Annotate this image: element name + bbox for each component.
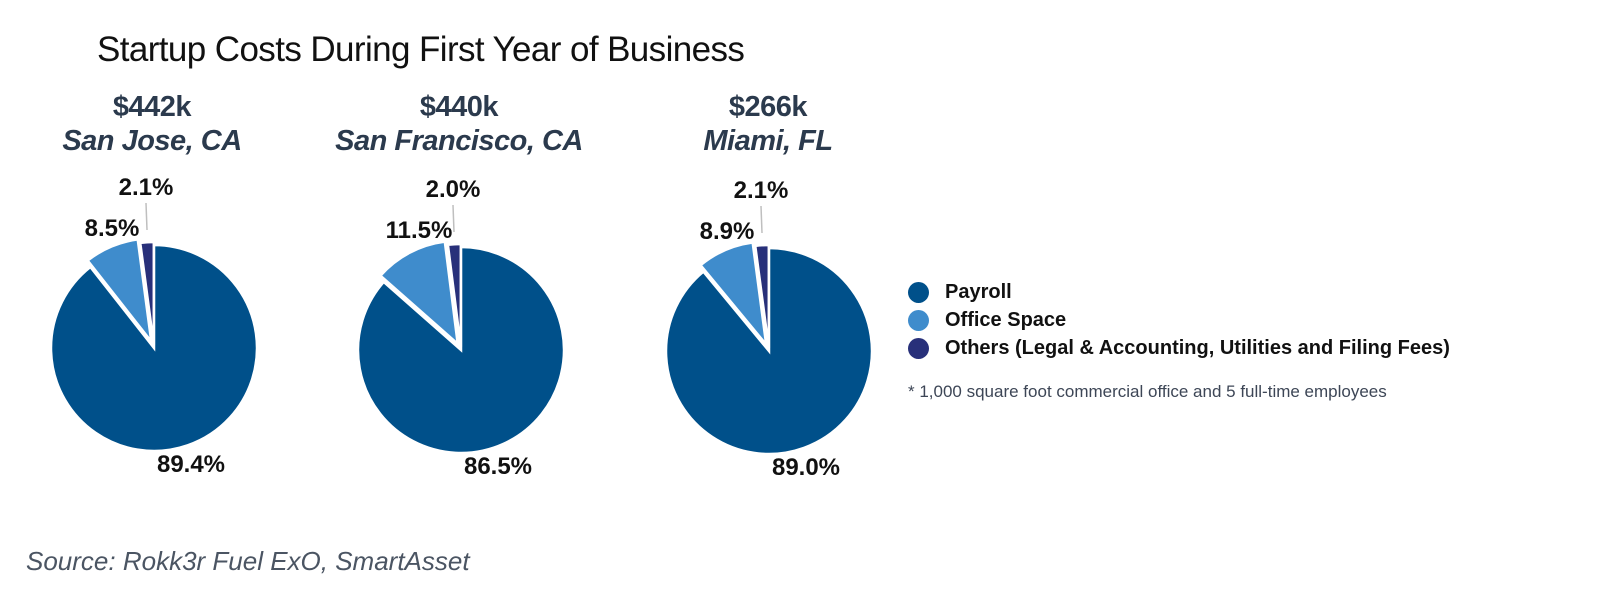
leader-line (145, 202, 148, 231)
legend-marker-office-space (908, 309, 929, 331)
legend-item-office-space: Office Space (908, 306, 1450, 334)
city-header-san-jose: $442k San Jose, CA (0, 90, 312, 158)
pie-chart-2: 89.0% 8.9% 2.1% (664, 177, 874, 481)
pie-slice-office-space (85, 238, 154, 346)
pie-chart-1: 86.5% 11.5% 2.0% (356, 176, 566, 480)
pie-slice-office-space (698, 241, 769, 349)
legend-item-others: Others (Legal & Accounting, Utilities an… (908, 334, 1450, 362)
pie-slice-payroll (664, 246, 874, 456)
data-label-office-space: 8.9% (700, 218, 755, 245)
legend: Payroll Office Space Others (Legal & Acc… (908, 278, 1450, 362)
footnote: * 1,000 square foot commercial office an… (908, 382, 1387, 401)
total-cost: $440k (419, 91, 499, 123)
legend-label: Office Space (945, 308, 1067, 331)
pie-slice-others (753, 243, 771, 349)
total-cost: $442k (112, 91, 192, 123)
city-header-san-francisco: $440k San Francisco, CA (299, 90, 619, 158)
chart-title: Startup Costs During First Year of Busin… (97, 30, 745, 69)
leader-line (760, 205, 763, 234)
data-label-others: 2.1% (734, 177, 789, 204)
total-cost: $266k (728, 91, 808, 123)
pie-slice-office-space (378, 240, 460, 347)
legend-marker-payroll (908, 281, 929, 303)
data-label-others: 2.0% (426, 176, 481, 203)
pie-slice-payroll (356, 245, 566, 455)
pie-slice-others (446, 242, 463, 348)
legend-label: Payroll (945, 280, 1012, 303)
data-label-payroll: 86.5% (464, 453, 532, 480)
legend-label: Others (Legal & Accounting, Utilities an… (945, 336, 1450, 359)
data-label-payroll: 89.4% (157, 451, 225, 478)
data-label-others: 2.1% (119, 174, 174, 201)
pie-charts: 89.4% 8.5% 2.1% 86.5% 11.5% 2.0% 89.0% 8.9% 2.1% (49, 174, 874, 481)
source-note: Source: Rokk3r Fuel ExO, SmartAsset (26, 546, 470, 576)
pie-chart-0: 89.4% 8.5% 2.1% (49, 174, 259, 478)
pie-slice-payroll (49, 243, 259, 453)
city-name: San Francisco, CA (335, 125, 583, 157)
leader-line (452, 204, 455, 233)
legend-item-payroll: Payroll (908, 278, 1450, 306)
city-name: Miami, FL (703, 125, 833, 157)
data-label-office-space: 11.5% (386, 217, 453, 244)
legend-marker-others (908, 337, 929, 359)
pie-slice-others (138, 240, 156, 346)
data-label-payroll: 89.0% (772, 454, 840, 481)
data-label-office-space: 8.5% (85, 215, 140, 242)
city-name: San Jose, CA (62, 125, 242, 157)
city-header-miami: $266k Miami, FL (608, 90, 928, 158)
